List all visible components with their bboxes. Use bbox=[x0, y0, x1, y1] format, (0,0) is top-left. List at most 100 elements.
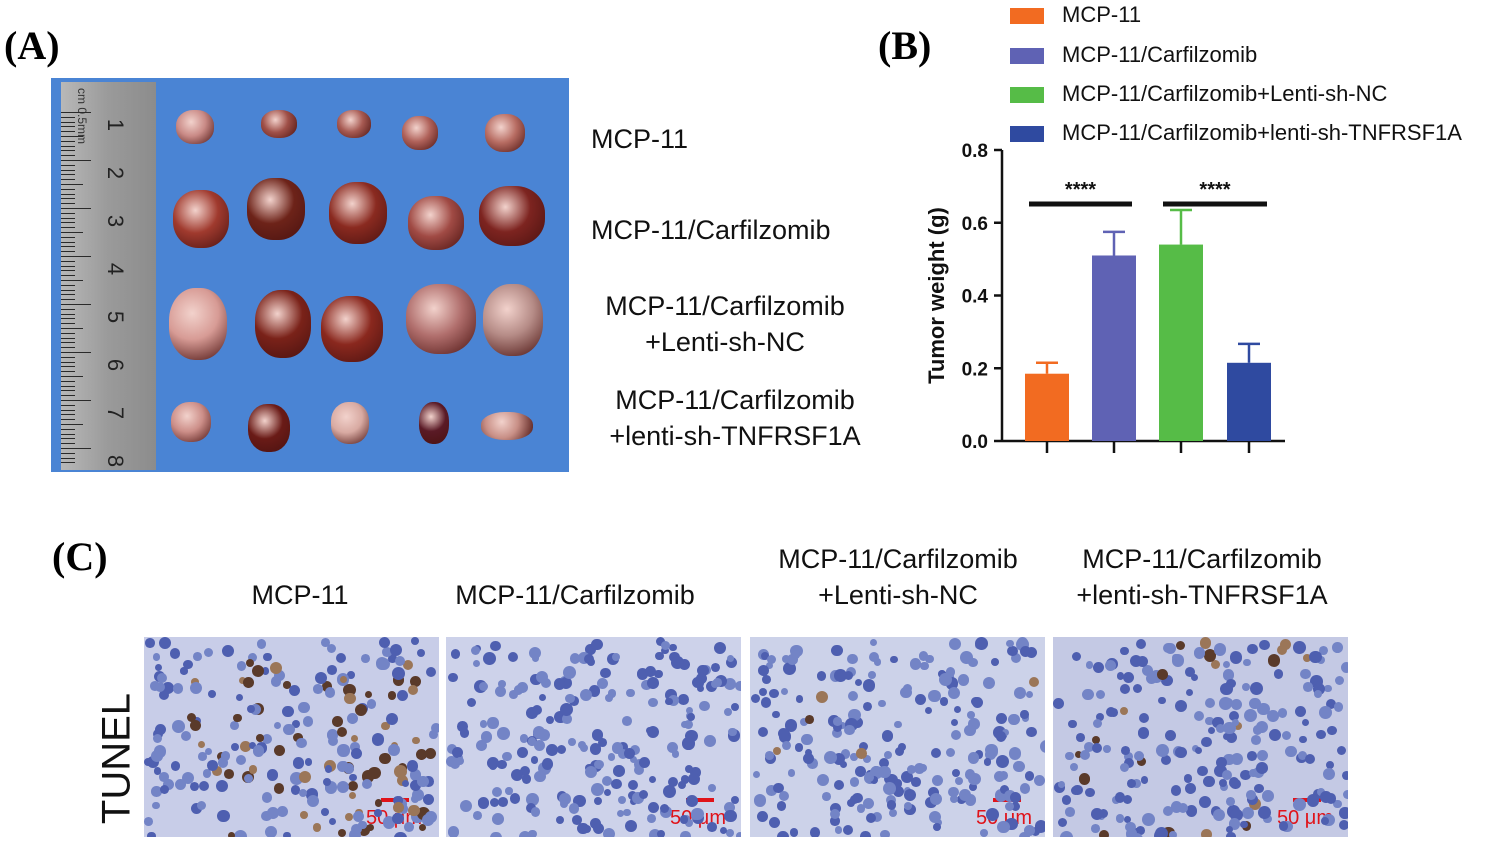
cell-nucleus bbox=[491, 786, 502, 797]
cell-nucleus bbox=[349, 773, 357, 782]
cell-nucleus bbox=[1084, 741, 1094, 752]
cell-nucleus bbox=[490, 832, 502, 837]
cell-nucleus bbox=[198, 752, 207, 761]
cell-nucleus bbox=[449, 758, 461, 770]
cell-nucleus bbox=[215, 779, 229, 792]
cell-nucleus bbox=[1293, 798, 1307, 812]
cell-nucleus bbox=[366, 699, 377, 709]
cell-nucleus bbox=[766, 661, 774, 669]
ruler-tick bbox=[61, 169, 75, 171]
cell-nucleus bbox=[894, 746, 905, 757]
cell-nucleus bbox=[878, 765, 891, 779]
cell-nucleus bbox=[925, 654, 934, 664]
cell-nucleus bbox=[928, 689, 942, 703]
tumor bbox=[483, 284, 543, 356]
cell-nucleus bbox=[725, 656, 738, 669]
cell-nucleus bbox=[489, 762, 498, 771]
cell-nucleus bbox=[1074, 750, 1082, 759]
cell-nucleus bbox=[787, 653, 798, 665]
cell-nucleus bbox=[1007, 645, 1019, 657]
cell-nucleus bbox=[183, 659, 193, 670]
cell-nucleus bbox=[1255, 721, 1269, 734]
cell-nucleus bbox=[807, 757, 818, 769]
cell-nucleus bbox=[833, 717, 842, 726]
ruler-tick bbox=[61, 155, 75, 157]
cell-nucleus bbox=[1243, 658, 1252, 667]
cell-nucleus bbox=[590, 743, 602, 755]
cell-nucleus bbox=[534, 770, 546, 783]
cell-nucleus bbox=[727, 654, 735, 662]
cell-nucleus bbox=[302, 716, 314, 727]
cell-nucleus bbox=[1174, 699, 1188, 713]
cell-nucleus bbox=[1133, 684, 1143, 694]
cell-nucleus bbox=[472, 811, 482, 821]
ruler-tick bbox=[61, 409, 75, 411]
cell-nucleus bbox=[1240, 820, 1248, 829]
cell-nucleus bbox=[950, 795, 959, 804]
cell-nucleus bbox=[1222, 721, 1236, 735]
cell-nucleus bbox=[618, 741, 629, 752]
cell-nucleus bbox=[267, 806, 279, 819]
ruler-tick bbox=[61, 385, 75, 387]
cell-nucleus bbox=[343, 763, 355, 774]
cell-nucleus bbox=[1008, 747, 1022, 760]
ruler-tick bbox=[61, 112, 91, 113]
cell-nucleus bbox=[957, 674, 970, 686]
cell-nucleus bbox=[1010, 801, 1020, 811]
cell-nucleus bbox=[1184, 774, 1193, 783]
cell-nucleus bbox=[190, 682, 203, 695]
cell-nucleus bbox=[1060, 831, 1074, 837]
ruler-tick bbox=[61, 184, 83, 185]
cell-nucleus bbox=[1014, 686, 1027, 699]
cell-nucleus bbox=[1334, 676, 1345, 686]
cell-nucleus bbox=[1065, 807, 1075, 817]
cell-nucleus bbox=[1091, 824, 1100, 833]
cell-nucleus bbox=[1248, 768, 1258, 778]
cell-nucleus bbox=[680, 775, 689, 784]
cell-nucleus bbox=[686, 713, 695, 722]
cell-nucleus bbox=[906, 765, 917, 775]
cell-nucleus bbox=[519, 765, 530, 776]
cell-nucleus bbox=[1164, 642, 1177, 655]
cell-nucleus bbox=[246, 659, 255, 668]
cell-nucleus bbox=[263, 652, 273, 662]
cell-nucleus bbox=[871, 811, 882, 822]
legend-text-1: MCP-11 bbox=[1062, 2, 1142, 27]
cell-nucleus bbox=[1222, 769, 1233, 781]
cell-nucleus bbox=[686, 795, 698, 808]
ruler-tick bbox=[61, 241, 75, 243]
cell-nucleus bbox=[713, 641, 727, 654]
cell-nucleus bbox=[607, 753, 615, 761]
cell-nucleus bbox=[273, 745, 285, 757]
cell-nucleus bbox=[1093, 662, 1105, 673]
cell-nucleus bbox=[849, 777, 860, 787]
cell-nucleus bbox=[1095, 690, 1105, 700]
cell-nucleus bbox=[757, 727, 768, 738]
cell-nucleus bbox=[593, 759, 604, 770]
cell-nucleus bbox=[800, 733, 813, 746]
cell-nucleus bbox=[1298, 735, 1307, 744]
legend-swatch-3 bbox=[1010, 87, 1044, 103]
cell-nucleus bbox=[983, 758, 991, 766]
cell-nucleus bbox=[1160, 754, 1172, 766]
tunel-image-3: 50 μm bbox=[750, 637, 1045, 837]
cell-nucleus bbox=[349, 791, 357, 800]
cell-nucleus bbox=[791, 650, 800, 659]
cell-nucleus bbox=[862, 755, 871, 764]
cell-nucleus bbox=[569, 803, 580, 814]
cell-nucleus bbox=[1199, 795, 1212, 808]
cell-nucleus bbox=[1246, 643, 1258, 655]
cell-nucleus bbox=[883, 782, 896, 796]
cell-nucleus bbox=[321, 638, 331, 647]
cell-nucleus bbox=[335, 652, 347, 664]
cell-nucleus bbox=[313, 684, 323, 694]
ruler-tick bbox=[61, 433, 75, 435]
cell-nucleus bbox=[529, 646, 542, 659]
cell-nucleus bbox=[781, 688, 789, 696]
cell-nucleus bbox=[1241, 682, 1251, 691]
cell-nucleus bbox=[175, 778, 187, 791]
cell-nucleus bbox=[381, 722, 390, 731]
cell-nucleus bbox=[684, 719, 694, 729]
cell-nucleus bbox=[1240, 769, 1251, 781]
cell-nucleus bbox=[366, 823, 375, 832]
